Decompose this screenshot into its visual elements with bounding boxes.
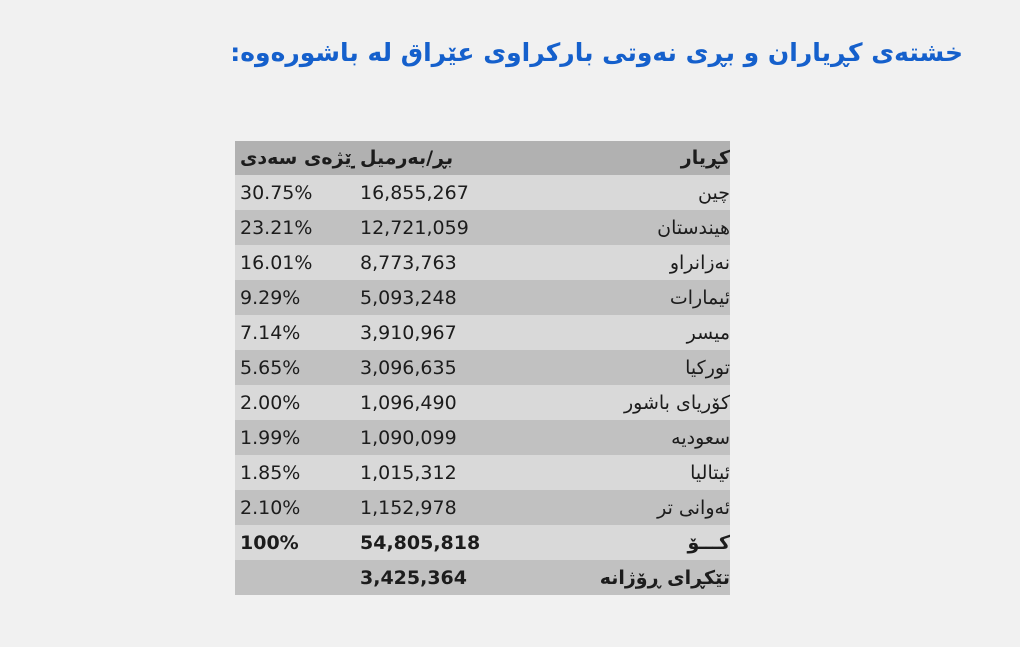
barrels-cell: 3,096,635 — [360, 356, 457, 379]
percent-cell: 9.29% — [240, 286, 301, 309]
buyer-cell: تێکڕای ڕۆژانە — [599, 566, 730, 589]
barrels-cell: 1,090,099 — [360, 426, 457, 449]
buyer-cell: سعودیه — [671, 426, 730, 449]
percent-cell: 23.21% — [240, 216, 313, 239]
buyer-cell: ئەوانی تر — [657, 496, 730, 519]
table-row: کۆریای باشور 1,096,490 2.00% — [235, 385, 730, 420]
table-row: هیندستان 12,721,059 23.21% — [235, 210, 730, 245]
buyer-cell: ئیمارات — [669, 286, 730, 309]
percent-cell: 5.65% — [240, 356, 301, 379]
page-title: خشتەی کڕیاران و بڕی نەوتی بارکراوی عێراق… — [230, 38, 963, 67]
barrels-cell: 16,855,267 — [360, 181, 469, 204]
buyers-table: کڕیار بڕ/بەرمیل ڕێژەی سەدی چین 16,855,267… — [235, 141, 730, 595]
buyer-cell: چین — [698, 181, 730, 204]
table-row: ئیتالیا 1,015,312 1.85% — [235, 455, 730, 490]
percent-cell: 2.00% — [240, 391, 301, 414]
table-row: ئەوانی تر 1,152,978 2.10% — [235, 490, 730, 525]
barrels-cell: 8,773,763 — [360, 251, 457, 274]
table-row: سعودیه 1,090,099 1.99% — [235, 420, 730, 455]
buyer-cell: کۆریای باشور — [623, 391, 730, 414]
table-row: کـــۆ 54,805,818 100% — [235, 525, 730, 560]
table-row: تورکیا 3,096,635 5.65% — [235, 350, 730, 385]
barrels-cell: 5,093,248 — [360, 286, 457, 309]
percent-cell: 30.75% — [240, 181, 313, 204]
column-header-percent: ڕێژەی سەدی — [240, 147, 355, 169]
buyer-cell: ئیتالیا — [690, 461, 730, 484]
percent-cell: 100% — [240, 531, 299, 554]
table-header-row: کڕیار بڕ/بەرمیل ڕێژەی سەدی — [235, 141, 730, 175]
barrels-cell: 3,910,967 — [360, 321, 457, 344]
table-row: چین 16,855,267 30.75% — [235, 175, 730, 210]
table-body: چین 16,855,267 30.75% هیندستان 12,721,059 23.… — [235, 175, 730, 595]
buyer-cell: کـــۆ — [687, 531, 730, 554]
percent-cell: 1.85% — [240, 461, 301, 484]
table-row: تێکڕای ڕۆژانە 3,425,364 — [235, 560, 730, 595]
barrels-cell: 1,096,490 — [360, 391, 457, 414]
barrels-cell: 1,152,978 — [360, 496, 457, 519]
barrels-cell: 54,805,818 — [360, 531, 481, 554]
column-header-barrels: بڕ/بەرمیل — [360, 147, 454, 169]
percent-cell: 2.10% — [240, 496, 301, 519]
percent-cell: 7.14% — [240, 321, 301, 344]
column-header-buyer: کڕیار — [680, 147, 730, 169]
buyer-cell: نەزانراو — [669, 251, 730, 274]
table-row: نەزانراو 8,773,763 16.01% — [235, 245, 730, 280]
barrels-cell: 3,425,364 — [360, 566, 467, 589]
table-row: ئیمارات 5,093,248 9.29% — [235, 280, 730, 315]
buyer-cell: تورکیا — [685, 356, 730, 379]
buyer-cell: هیندستان — [657, 216, 730, 239]
barrels-cell: 1,015,312 — [360, 461, 457, 484]
buyer-cell: میسر — [686, 321, 730, 344]
percent-cell: 16.01% — [240, 251, 313, 274]
table-row: میسر 3,910,967 7.14% — [235, 315, 730, 350]
barrels-cell: 12,721,059 — [360, 216, 469, 239]
percent-cell: 1.99% — [240, 426, 301, 449]
